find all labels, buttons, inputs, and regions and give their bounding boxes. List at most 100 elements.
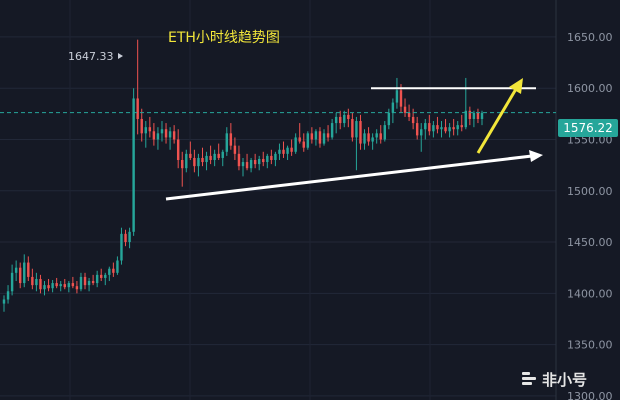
candle-body [420, 129, 423, 136]
candle-body [213, 153, 216, 160]
candle-body [176, 139, 180, 160]
candle-body [322, 133, 326, 144]
candle-body [440, 127, 443, 130]
chart-title: ETH小时线趋势图 [168, 30, 280, 46]
candle-body [128, 231, 131, 243]
support-arrow-head [529, 150, 543, 162]
candle-body [132, 98, 135, 232]
candle-body [355, 121, 358, 138]
candle-body [63, 284, 66, 288]
logo-text: 非小号 [542, 370, 588, 389]
candle-body [6, 291, 10, 300]
candle-body [14, 267, 18, 273]
candle-body [310, 133, 314, 140]
candle-body [464, 110, 468, 128]
candle-body [31, 276, 34, 286]
candle-body [452, 127, 455, 130]
candle-body [395, 90, 399, 103]
candle-body [436, 125, 439, 130]
candle-body [201, 157, 204, 163]
candle-body [71, 283, 75, 287]
y-tick-label: 1600.00 [567, 82, 613, 95]
candle-body [221, 151, 224, 158]
candle-body [343, 114, 346, 124]
y-tick-label: 1650.00 [567, 31, 613, 44]
candle-body [314, 131, 318, 140]
candle-body [387, 112, 391, 126]
candle-body [156, 133, 160, 140]
candle-body [266, 155, 269, 163]
candle-body [383, 125, 386, 140]
candle-body [148, 127, 152, 132]
candle-body [318, 131, 322, 144]
candle-body [205, 155, 208, 163]
candle-body [302, 141, 305, 148]
candle-body [257, 158, 261, 165]
feixiaohao-logo: 非小号 [520, 368, 587, 390]
candle-body [112, 268, 115, 273]
candle-body [164, 129, 168, 138]
candle-body [253, 160, 257, 165]
candle-body [237, 153, 241, 167]
breakout-arrow-head [509, 78, 523, 94]
candle-body [168, 131, 172, 138]
candle-body [152, 131, 156, 140]
candle-body [415, 123, 419, 136]
candle-body [140, 118, 143, 134]
candle-body [306, 133, 310, 148]
candle-body [274, 153, 277, 160]
annotations [0, 53, 556, 201]
candle-body [359, 121, 362, 144]
candle-body [270, 155, 273, 160]
candle-body [468, 110, 472, 119]
candle-body [124, 233, 127, 243]
candle-body [262, 158, 265, 163]
grid [0, 0, 556, 400]
candle-body [120, 233, 123, 261]
candle-body [245, 162, 249, 169]
candle-body [67, 283, 71, 288]
candle-body [209, 155, 212, 160]
y-tick-label: 1350.00 [567, 339, 613, 352]
candle-body [18, 267, 22, 284]
candle-body [43, 285, 46, 290]
candle-body [278, 149, 281, 154]
breakout-trend-line [476, 88, 518, 154]
candle-body [51, 283, 54, 289]
support-trend-line [165, 154, 533, 201]
y-tick-label: 1300.00 [567, 390, 613, 400]
candle-body [136, 98, 139, 119]
candle-body [55, 283, 58, 287]
candle-body [47, 285, 50, 289]
candle-body [83, 276, 87, 286]
y-tick-label: 1500.00 [567, 185, 613, 198]
candle-body [181, 160, 184, 169]
candle-body [217, 153, 220, 158]
candle-body [193, 157, 196, 167]
candle-body [371, 137, 374, 142]
candle-body [79, 276, 83, 290]
candle-body [87, 281, 91, 286]
candle-body [334, 116, 338, 124]
candle-body [35, 278, 38, 286]
candle-body [339, 116, 342, 124]
candle-body [480, 112, 484, 119]
candle-body [185, 153, 188, 169]
candle-body [27, 262, 30, 277]
candle-body [399, 90, 403, 107]
candle-body [294, 137, 297, 152]
candle-body [95, 274, 99, 284]
candle-body [75, 286, 79, 290]
candle-body [59, 284, 62, 287]
candle-body [432, 125, 435, 132]
candle-body [444, 127, 447, 132]
candle-body [229, 133, 233, 146]
candle-body [472, 112, 476, 119]
candle-body [189, 153, 192, 158]
candle-body [460, 125, 463, 128]
high-marker-arrow [118, 53, 123, 59]
candle-body [448, 127, 451, 132]
high-price-label: 1647.33 [68, 50, 114, 63]
current-price-badge: 1576.22 [558, 119, 618, 137]
